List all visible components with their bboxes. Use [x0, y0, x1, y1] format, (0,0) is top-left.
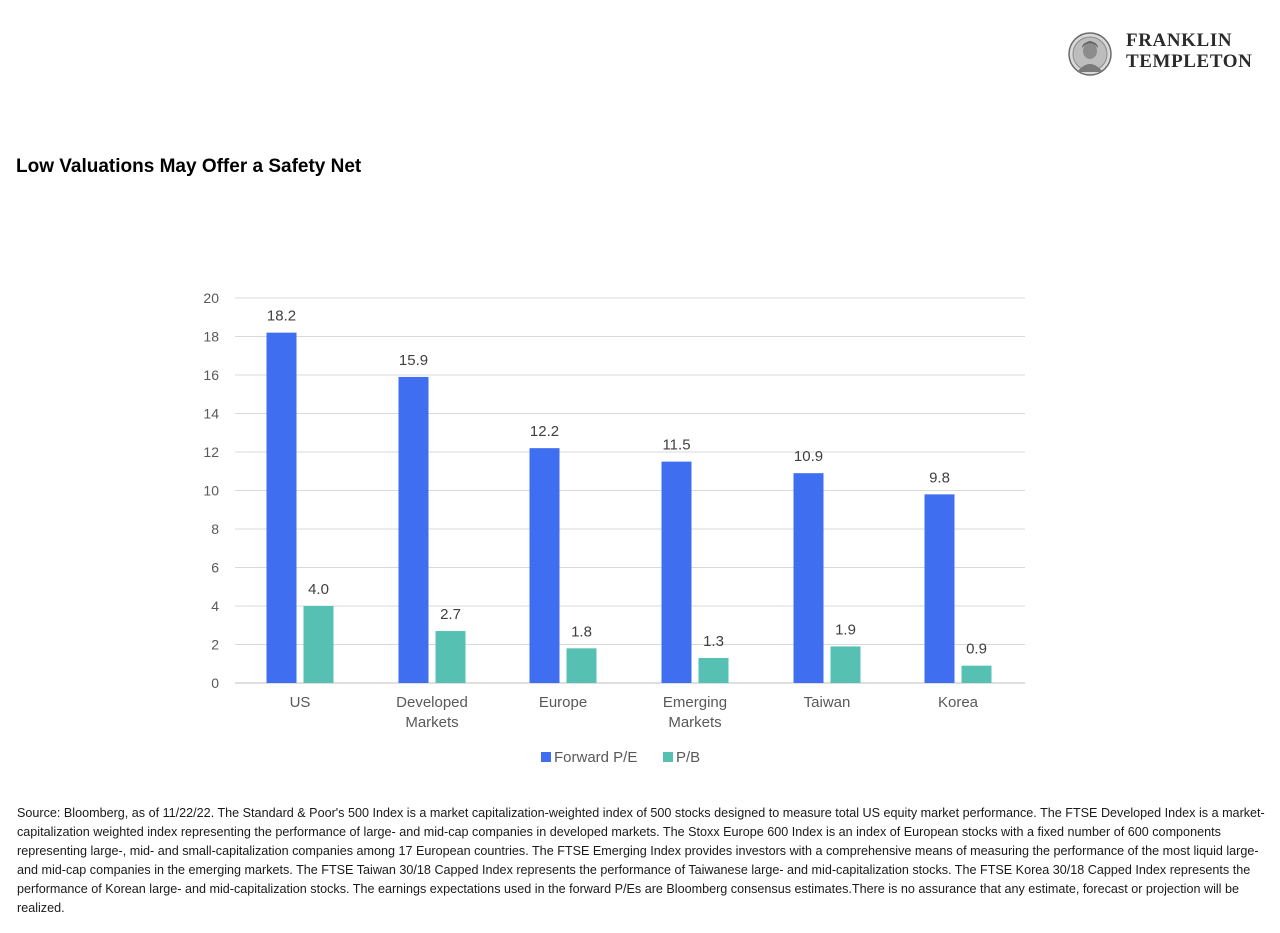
legend-swatch — [541, 752, 551, 762]
data-label: 12.2 — [530, 423, 559, 440]
data-label: 9.8 — [929, 469, 950, 486]
x-category-label: US — [290, 694, 311, 711]
x-category-label: Markets — [668, 714, 721, 731]
logo-wordmark: FRANKLIN TEMPLETON — [1126, 30, 1252, 72]
data-labels: 18.2 15.9 12.2 11.5 10.9 9.8 4.0 2.7 1.8 1.3 1.9 0.… — [267, 308, 987, 658]
bar-pb — [830, 646, 861, 683]
data-label: 18.2 — [267, 308, 296, 325]
source-footnote: Source: Bloomberg, as of 11/22/22. The S… — [17, 806, 1265, 915]
y-tick-label: 4 — [211, 598, 219, 614]
x-axis: US Developed Markets Europe Emerging Markets T… — [290, 694, 979, 731]
chart-title: Low Valuations May Offer a Safety Net — [16, 156, 362, 177]
bar-pb — [961, 665, 992, 683]
x-category-label: Europe — [539, 694, 587, 711]
data-label: 1.8 — [571, 623, 592, 640]
y-tick-label: 18 — [203, 329, 219, 345]
y-axis: 0 2 4 6 8 10 12 14 16 18 20 — [203, 290, 219, 691]
bar-pb — [303, 606, 334, 683]
y-tick-label: 20 — [203, 290, 219, 306]
bar-pb — [435, 631, 466, 683]
y-tick-label: 0 — [211, 675, 219, 691]
bar-forward-pe — [661, 461, 692, 683]
logo-line-2: TEMPLETON — [1126, 51, 1253, 72]
data-label: 15.9 — [399, 352, 428, 369]
data-label: 0.9 — [966, 641, 987, 658]
y-tick-label: 16 — [203, 367, 219, 383]
x-category-label: Markets — [405, 714, 458, 731]
legend-swatch — [663, 752, 673, 762]
franklin-templeton-logo: FRANKLIN TEMPLETON — [1068, 30, 1278, 80]
x-category-label: Emerging — [663, 694, 727, 711]
franklin-portrait-medallion-icon — [1068, 32, 1112, 76]
data-label: 1.9 — [835, 621, 856, 638]
data-label: 4.0 — [308, 581, 329, 598]
bar-pb — [698, 657, 729, 683]
bar-forward-pe — [398, 376, 429, 683]
logo-line-1: FRANKLIN — [1126, 30, 1233, 51]
data-label: 2.7 — [440, 606, 461, 623]
bars — [266, 332, 992, 683]
data-label: 1.3 — [703, 633, 724, 650]
legend-label: Forward P/E — [554, 749, 637, 766]
x-category-label: Developed — [396, 694, 468, 711]
bar-forward-pe — [266, 332, 297, 683]
x-category-label: Korea — [938, 694, 979, 711]
data-label: 10.9 — [794, 448, 823, 465]
y-tick-label: 8 — [211, 521, 219, 537]
legend: Forward P/E P/B — [541, 749, 700, 766]
y-tick-label: 14 — [203, 406, 219, 422]
y-tick-label: 2 — [211, 637, 219, 653]
bar-pb — [566, 648, 597, 683]
x-category-label: Taiwan — [804, 694, 851, 711]
bar-forward-pe — [529, 448, 560, 683]
y-tick-label: 6 — [211, 560, 219, 576]
y-tick-label: 12 — [203, 444, 219, 460]
y-tick-label: 10 — [203, 483, 219, 499]
bar-forward-pe — [793, 473, 824, 683]
bar-forward-pe — [924, 494, 955, 683]
bar-chart: 0 2 4 6 8 10 12 14 16 18 20 18.2 15.9 12.2 11.5 10.9 9.… — [203, 290, 1025, 766]
legend-label: P/B — [676, 749, 700, 766]
data-label: 11.5 — [662, 437, 690, 454]
gridlines — [235, 297, 1025, 684]
